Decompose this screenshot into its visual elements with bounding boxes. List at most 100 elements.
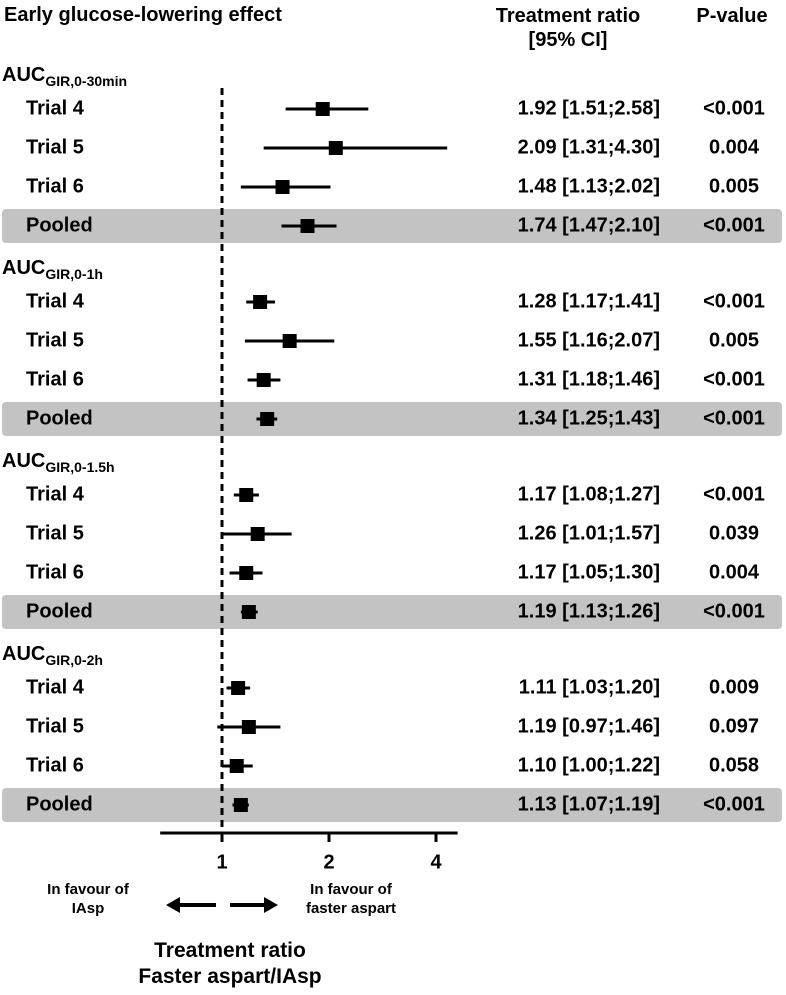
ratio-value: 1.31 [1.18;1.46] (518, 368, 660, 390)
p-value: <0.001 (703, 214, 765, 236)
point-estimate (328, 141, 343, 155)
p-value: <0.001 (703, 793, 765, 815)
row-label: Pooled (26, 407, 93, 429)
favour-faster-aspart-line1: In favour of (310, 881, 392, 898)
pvalue-column-header: P-value (696, 5, 768, 27)
point-estimate (250, 527, 265, 541)
row-label: Trial 4 (26, 97, 85, 119)
p-value: 0.004 (709, 136, 760, 158)
row-label: Trial 5 (26, 715, 84, 737)
ratio-column-header: Treatment ratio [95% CI] (458, 4, 678, 52)
ratio-value: 1.26 [1.01;1.57] (518, 522, 660, 544)
favour-iasp-line1: In favour of (47, 881, 129, 898)
x-tick-label: 4 (430, 851, 442, 873)
row-label: Trial 4 (26, 676, 85, 698)
row-label: Trial 6 (26, 175, 84, 197)
row-label: Trial 5 (26, 136, 84, 158)
pooled-row-band (2, 788, 782, 822)
group-label-subscript: GIR,0-1h (45, 266, 103, 282)
ratio-value: 1.92 [1.51;2.58] (518, 97, 660, 119)
point-estimate (253, 295, 268, 309)
favour-faster-aspart-line2: faster aspart (305, 900, 397, 917)
point-estimate (282, 334, 297, 348)
p-value: <0.001 (703, 368, 765, 390)
point-estimate (229, 759, 244, 773)
group-label-main: AUC (2, 643, 45, 665)
group-label: AUCGIR,0-2h (2, 643, 103, 667)
group-label-subscript: GIR,0-30min (45, 73, 127, 89)
row-label: Trial 5 (26, 522, 84, 544)
point-estimate (256, 373, 271, 387)
row-label: Pooled (26, 214, 93, 236)
row-label: Trial 6 (26, 754, 84, 776)
group-label-subscript: GIR,0-1.5h (45, 459, 114, 475)
group-label: AUCGIR,0-1h (2, 257, 103, 281)
p-value: <0.001 (703, 483, 765, 505)
p-value: 0.097 (709, 715, 759, 737)
point-estimate (241, 720, 256, 734)
p-value: 0.058 (709, 754, 759, 776)
group-label-subscript: GIR,0-2h (45, 652, 103, 668)
p-value: <0.001 (703, 407, 765, 429)
ratio-value: 1.19 [1.13;1.26] (518, 600, 660, 622)
pooled-row-band (2, 209, 782, 243)
row-label: Pooled (26, 600, 93, 622)
x-tick-label: 2 (323, 851, 334, 873)
ratio-value: 1.11 [1.03;1.20] (519, 676, 660, 698)
ratio-column-header-line2: [95% CI] (528, 29, 608, 51)
p-value: 0.009 (709, 676, 759, 698)
row-label: Pooled (26, 793, 93, 815)
favour-iasp-line2: IAsp (71, 900, 105, 917)
p-value: 0.005 (709, 175, 759, 197)
point-estimate (233, 798, 248, 812)
favour-faster-aspart-label: In favour of faster aspart (276, 880, 426, 918)
pooled-row-band (2, 402, 782, 436)
group-label: AUCGIR,0-1.5h (2, 450, 115, 474)
ratio-value: 1.17 [1.08;1.27] (518, 483, 660, 505)
point-estimate (260, 412, 275, 426)
group-label-main: AUC (2, 450, 45, 472)
row-label: Trial 5 (26, 329, 84, 351)
point-estimate (239, 488, 254, 502)
ratio-value: 1.34 [1.25;1.43] (518, 407, 660, 429)
p-value: <0.001 (703, 290, 765, 312)
row-label: Trial 4 (26, 483, 85, 505)
arrow-left-head (166, 897, 180, 913)
x-tick-label: 1 (216, 851, 227, 873)
p-value: 0.004 (709, 561, 760, 583)
x-axis-title-line1: Treatment ratio (154, 939, 306, 962)
ratio-value: 1.13 [1.07;1.19] (518, 793, 660, 815)
point-estimate (241, 605, 256, 619)
p-value: <0.001 (703, 600, 765, 622)
ratio-value: 1.48 [1.13;2.02] (518, 175, 660, 197)
chart-title: Early glucose-lowering effect (4, 4, 282, 26)
x-axis-title: Treatment ratio Faster aspart/IAsp (100, 938, 360, 990)
row-label: Trial 6 (26, 368, 84, 390)
point-estimate (239, 566, 254, 580)
group-label-main: AUC (2, 64, 45, 86)
point-estimate (315, 102, 330, 116)
row-label: Trial 6 (26, 561, 84, 583)
point-estimate (300, 219, 315, 233)
ratio-value: 1.10 [1.00;1.22] (518, 754, 660, 776)
ratio-column-header-line1: Treatment ratio (495, 5, 641, 27)
row-label: Trial 4 (26, 290, 85, 312)
ratio-value: 2.09 [1.31;4.30] (518, 136, 660, 158)
favour-iasp-label: In favour of IAsp (18, 880, 158, 918)
point-estimate (231, 681, 246, 695)
ratio-value: 1.28 [1.17;1.41] (518, 290, 660, 312)
group-label-main: AUC (2, 257, 45, 279)
ratio-value: 1.55 [1.16;2.07] (518, 329, 660, 351)
group-label: AUCGIR,0-30min (2, 64, 127, 88)
arrow-right-head (264, 897, 278, 913)
ratio-value: 1.19 [0.97;1.46] (518, 715, 660, 737)
x-axis-title-line2: Faster aspart/IAsp (138, 965, 322, 988)
p-value: 0.039 (709, 522, 759, 544)
p-value: <0.001 (703, 97, 765, 119)
ratio-value: 1.74 [1.47;2.10] (518, 214, 660, 236)
pooled-row-band (2, 595, 782, 629)
p-value: 0.005 (709, 329, 759, 351)
point-estimate (275, 180, 290, 194)
ratio-value: 1.17 [1.05;1.30] (518, 561, 660, 583)
